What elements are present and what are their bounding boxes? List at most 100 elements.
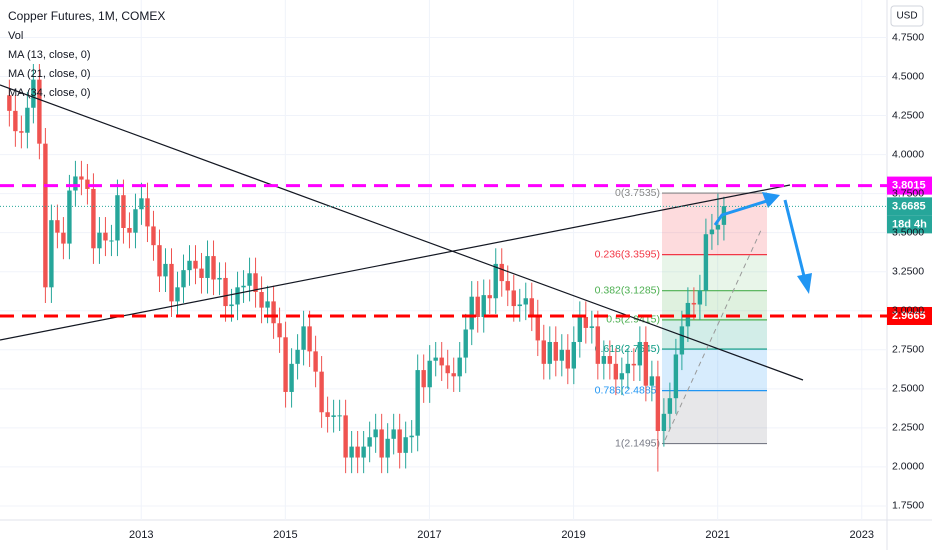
candle-body bbox=[433, 357, 438, 361]
arrow-head bbox=[762, 192, 780, 208]
candle-body bbox=[379, 429, 384, 458]
indicator-label: MA (13, close, 0) bbox=[8, 49, 91, 61]
candle-body bbox=[235, 287, 240, 305]
candle-body bbox=[91, 188, 96, 249]
fib-retracement: 0(3.7535)0.236(3.3595)0.382(3.1285)0.5(2… bbox=[595, 187, 767, 449]
candle-body bbox=[643, 341, 649, 386]
currency-label: USD bbox=[896, 11, 917, 22]
candle-body bbox=[493, 263, 498, 299]
candle-body bbox=[607, 356, 613, 364]
candle-body bbox=[655, 376, 661, 431]
price-tag bbox=[887, 176, 932, 195]
y-tick-label: 3.7500 bbox=[892, 187, 924, 199]
axes: 1.7500 2.0000 2.2500 2.5000 2.7500 3.0000 3.25… bbox=[129, 31, 924, 541]
candle-body bbox=[355, 446, 360, 458]
y-tick-label: 2.0000 bbox=[892, 461, 924, 473]
candle-body bbox=[127, 227, 132, 233]
candle-body bbox=[151, 226, 156, 246]
candle-body bbox=[391, 429, 396, 439]
candle-body bbox=[325, 412, 330, 417]
candle-body bbox=[283, 337, 288, 392]
candle-body bbox=[301, 326, 306, 350]
candle-body bbox=[205, 256, 210, 278]
candle-body bbox=[289, 363, 294, 392]
candle-body bbox=[37, 79, 42, 144]
price-tag-label: 3.8015 bbox=[892, 179, 926, 191]
candle-body bbox=[157, 245, 162, 277]
currency-button[interactable] bbox=[890, 5, 924, 27]
candle-body bbox=[73, 176, 78, 191]
candle-body bbox=[547, 341, 552, 364]
candle-body bbox=[67, 190, 72, 244]
x-tick-label: 2023 bbox=[850, 529, 874, 541]
trend-line bbox=[0, 84, 804, 381]
candles bbox=[7, 64, 727, 474]
x-tick-label: 2013 bbox=[129, 529, 153, 541]
candle-body bbox=[457, 357, 462, 377]
candle-body bbox=[109, 240, 114, 242]
candle-body bbox=[373, 429, 378, 438]
candle-body bbox=[511, 290, 516, 307]
fib-label: 0(3.7535) bbox=[615, 187, 660, 199]
candle-body bbox=[553, 341, 558, 361]
candle-body bbox=[517, 304, 522, 307]
y-tick-label: 2.7500 bbox=[892, 344, 924, 356]
candle-body bbox=[385, 438, 390, 458]
candle-body bbox=[103, 232, 108, 241]
candle-body bbox=[427, 360, 432, 388]
candle-body bbox=[667, 398, 673, 414]
candle-body bbox=[703, 234, 709, 291]
candle-body bbox=[241, 285, 246, 288]
candle-body bbox=[709, 229, 715, 235]
countdown-tag bbox=[887, 215, 932, 234]
candle-body bbox=[361, 446, 366, 458]
candle-body bbox=[505, 281, 510, 291]
candle-body bbox=[13, 110, 18, 132]
indicator-label: MA (21, close, 0) bbox=[8, 68, 91, 80]
candle-body bbox=[253, 273, 258, 293]
y-tick-label: 1.7500 bbox=[892, 500, 924, 512]
candle-body bbox=[217, 277, 222, 280]
candle-body bbox=[565, 349, 570, 369]
fib-label: 0.786(2.4885) bbox=[595, 384, 660, 396]
candle-body bbox=[409, 435, 414, 438]
candle-body bbox=[313, 351, 318, 372]
candle-body bbox=[445, 365, 450, 374]
candle-body bbox=[577, 316, 583, 342]
candle-body bbox=[415, 370, 420, 436]
candle-body bbox=[259, 292, 264, 308]
fib-band bbox=[662, 254, 767, 291]
arrow bbox=[713, 198, 771, 226]
countdown-label: 18d 4h bbox=[892, 218, 927, 230]
x-tick-label: 2019 bbox=[561, 529, 585, 541]
candle-body bbox=[367, 437, 372, 447]
fib-label: 0.236(3.3595) bbox=[595, 248, 660, 260]
candle-body bbox=[559, 349, 564, 361]
candle-body bbox=[697, 290, 703, 305]
price-tag bbox=[887, 306, 932, 325]
candle-body bbox=[295, 349, 300, 364]
arrow-head bbox=[797, 273, 812, 294]
candle-body bbox=[61, 232, 66, 244]
candle-body bbox=[79, 176, 84, 180]
candle-body bbox=[193, 260, 198, 269]
candle-body bbox=[481, 295, 486, 317]
candle-body bbox=[49, 220, 54, 288]
y-tick-label: 2.2500 bbox=[892, 422, 924, 434]
candle-body bbox=[319, 371, 324, 413]
candle-body bbox=[571, 341, 576, 369]
candle-body bbox=[487, 295, 492, 299]
candle-body bbox=[715, 224, 721, 230]
candle-body bbox=[271, 301, 276, 324]
candle-body bbox=[679, 326, 685, 355]
candle-body bbox=[247, 273, 252, 286]
candle-body bbox=[631, 363, 637, 366]
candle-body bbox=[145, 198, 150, 227]
candle-body bbox=[595, 326, 601, 364]
y-tick-label: 4.0000 bbox=[892, 148, 924, 160]
x-tick-label: 2015 bbox=[273, 529, 297, 541]
candle-body bbox=[451, 373, 456, 377]
candle-body bbox=[85, 179, 90, 189]
